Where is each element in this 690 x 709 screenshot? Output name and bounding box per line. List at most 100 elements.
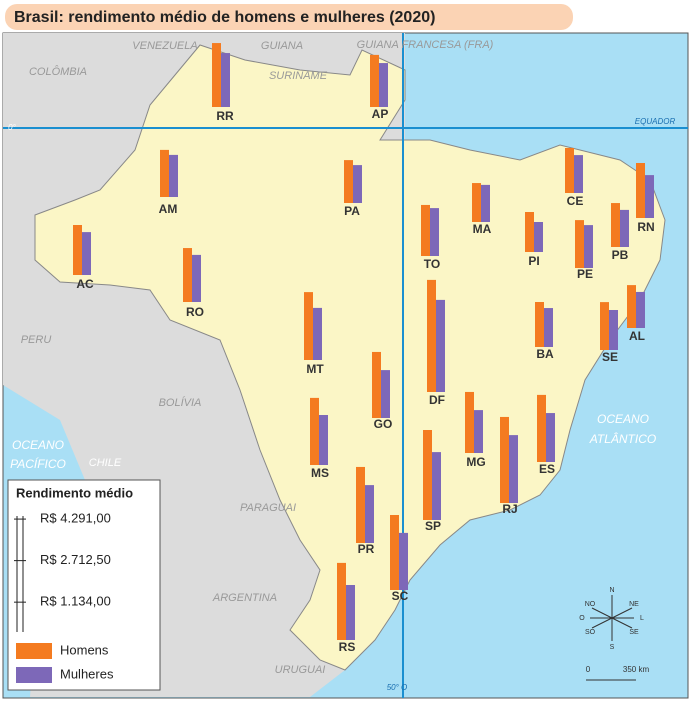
state-label: BA bbox=[536, 347, 554, 361]
state-label: PA bbox=[344, 204, 360, 218]
bar bbox=[82, 232, 91, 275]
bar bbox=[356, 466, 365, 543]
legend-tick-label: R$ 1.134,00 bbox=[40, 594, 111, 609]
state-label: AC bbox=[76, 277, 94, 291]
legend-label: Mulheres bbox=[60, 666, 114, 681]
legend-title: Rendimento médio bbox=[16, 485, 133, 500]
bar bbox=[620, 209, 629, 247]
bar bbox=[192, 254, 201, 302]
bar bbox=[600, 302, 609, 350]
bar bbox=[509, 435, 518, 503]
bar bbox=[73, 225, 82, 275]
bar bbox=[221, 53, 230, 107]
compass-label: SE bbox=[629, 629, 639, 636]
title: Brasil: rendimento médio de homens e mul… bbox=[14, 9, 435, 26]
state-label: MG bbox=[466, 455, 485, 469]
place-label: 50° O bbox=[387, 683, 408, 692]
compass-label: NO bbox=[585, 601, 596, 608]
bar bbox=[313, 307, 322, 360]
bar bbox=[565, 148, 574, 193]
legend-tick-label: R$ 2.712,50 bbox=[40, 552, 111, 567]
bar bbox=[310, 397, 319, 465]
place-label: VENEZUELA bbox=[132, 40, 197, 52]
state-label: RR bbox=[216, 109, 234, 123]
compass-label: SO bbox=[585, 629, 596, 636]
state-label: PE bbox=[577, 267, 593, 281]
state-label: MA bbox=[473, 222, 492, 236]
compass-label: S bbox=[610, 644, 615, 651]
bar bbox=[544, 308, 553, 347]
bar bbox=[337, 562, 346, 640]
bar bbox=[465, 391, 474, 453]
state-label: PR bbox=[358, 542, 375, 556]
bar bbox=[535, 302, 544, 347]
bar bbox=[609, 310, 618, 350]
place-label: URUGUAI bbox=[275, 664, 326, 676]
place-label: COLÔMBIA bbox=[29, 65, 87, 78]
place-label: ARGENTINA bbox=[212, 592, 277, 604]
bar bbox=[169, 154, 178, 197]
state-label: RO bbox=[186, 305, 204, 319]
place-label: GUIANA FRANCESA (FRA) bbox=[357, 39, 494, 51]
place-label: 0° bbox=[8, 123, 16, 132]
state-label: RS bbox=[339, 640, 356, 654]
bar bbox=[627, 285, 636, 328]
place-label: EQUADOR bbox=[635, 117, 676, 126]
scale-label: 0 bbox=[586, 665, 591, 674]
state-label: SP bbox=[425, 519, 441, 533]
bar bbox=[436, 299, 445, 392]
state-label: AM bbox=[159, 202, 178, 216]
state-label: AL bbox=[629, 329, 645, 343]
place-label: PACÍFICO bbox=[10, 456, 66, 471]
place-label: GUIANA bbox=[261, 40, 303, 52]
title-tag bbox=[5, 4, 573, 30]
state-label: RN bbox=[637, 220, 654, 234]
place-label: OCEANO bbox=[597, 412, 649, 426]
place-label: PERU bbox=[21, 334, 52, 346]
state-label: MS bbox=[311, 466, 329, 480]
bar bbox=[346, 585, 355, 640]
bar bbox=[304, 292, 313, 360]
state-label: PB bbox=[612, 248, 629, 262]
legend-tick-label: R$ 4.291,00 bbox=[40, 511, 111, 526]
state-label: PI bbox=[528, 254, 539, 268]
legend-swatch bbox=[16, 643, 52, 659]
bar bbox=[525, 212, 534, 252]
compass-label: L bbox=[640, 615, 644, 622]
place-label: OCEANO bbox=[12, 438, 64, 452]
bar bbox=[636, 291, 645, 328]
bar bbox=[379, 63, 388, 107]
bar bbox=[370, 54, 379, 107]
state-label: AP bbox=[372, 107, 389, 121]
compass bbox=[590, 595, 634, 641]
legend-swatch bbox=[16, 667, 52, 683]
state-label: SC bbox=[392, 589, 409, 603]
bar bbox=[353, 165, 362, 203]
bar bbox=[534, 222, 543, 252]
state-label: ES bbox=[539, 462, 555, 476]
bar bbox=[390, 515, 399, 590]
place-label: SURINAME bbox=[269, 70, 328, 82]
scale-label: 350 km bbox=[623, 665, 650, 674]
bar bbox=[546, 413, 555, 462]
bar bbox=[160, 149, 169, 197]
bar bbox=[472, 183, 481, 222]
bar bbox=[474, 410, 483, 453]
bar bbox=[344, 160, 353, 203]
bar bbox=[319, 415, 328, 465]
place-label: ATLÂNTICO bbox=[589, 431, 656, 446]
state-label: CE bbox=[567, 194, 584, 208]
legend-label: Homens bbox=[60, 642, 109, 657]
state-label: SE bbox=[602, 350, 618, 364]
state-label: MT bbox=[306, 362, 324, 376]
place-label: PARAGUAI bbox=[240, 502, 296, 514]
bar bbox=[611, 203, 620, 247]
bar bbox=[421, 204, 430, 256]
bar bbox=[399, 532, 408, 590]
compass-label: NE bbox=[629, 601, 639, 608]
bar bbox=[432, 452, 441, 520]
bar bbox=[645, 175, 654, 218]
bar bbox=[427, 279, 436, 392]
compass-label: O bbox=[579, 615, 585, 622]
